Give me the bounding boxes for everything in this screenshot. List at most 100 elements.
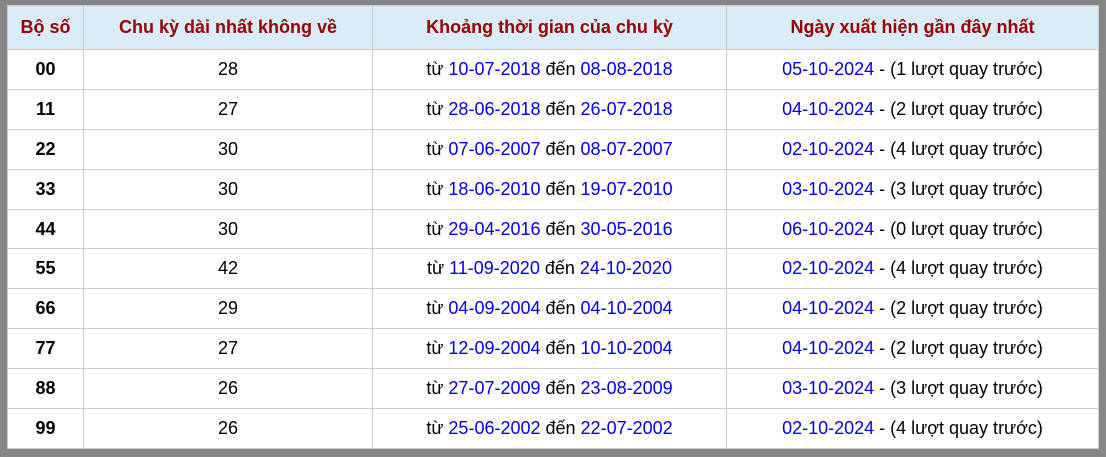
cycle-cell: 26 <box>83 368 373 410</box>
table-row: 88 26 từ 27-07-2009 đến 23-08-2009 03-10-20… <box>7 368 1099 410</box>
from-date-link[interactable]: 28-06-2018 <box>448 98 541 119</box>
to-label: đến <box>540 138 581 159</box>
cycle-cell: 26 <box>83 408 373 449</box>
to-label: đến <box>540 218 581 239</box>
last-note: - (2 lượt quay trước) <box>874 338 1043 359</box>
from-date-link[interactable]: 11-09-2020 <box>449 258 540 279</box>
from-date-link[interactable]: 25-06-2002 <box>448 418 541 438</box>
from-date-link[interactable]: 29-04-2016 <box>448 218 541 239</box>
from-label: từ <box>426 178 449 199</box>
to-date-link[interactable]: 19-07-2010 <box>580 178 673 199</box>
from-date-link[interactable]: 12-09-2004 <box>448 338 541 359</box>
lottery-cycle-stats-table: Bộ số Chu kỳ dài nhất không về Khoảng th… <box>7 5 1099 449</box>
last-seen-cell: 02-10-2024 - (4 lượt quay trước) <box>726 248 1099 290</box>
from-label: từ <box>427 258 450 279</box>
last-seen-cell: 05-10-2024 - (1 lượt quay trước) <box>726 49 1099 90</box>
to-date-link[interactable]: 08-08-2018 <box>580 58 673 79</box>
col-header-cycle: Chu kỳ dài nhất không về <box>83 5 373 50</box>
last-date-link[interactable]: 04-10-2024 <box>782 298 875 319</box>
period-cell: từ 12-09-2004 đến 10-10-2004 <box>372 328 727 370</box>
last-seen-cell: 03-10-2024 - (3 lượt quay trước) <box>726 368 1099 410</box>
table-row: 11 27 từ 28-06-2018 đến 26-07-2018 04-10-20… <box>7 88 1099 130</box>
to-date-link[interactable]: 23-08-2009 <box>580 378 673 399</box>
to-label: đến <box>540 338 581 359</box>
last-seen-cell: 04-10-2024 - (2 lượt quay trước) <box>726 328 1099 370</box>
from-label: từ <box>426 98 449 119</box>
pair-cell: 11 <box>7 88 84 130</box>
pair-cell: 99 <box>7 408 84 449</box>
last-note: - (4 lượt quay trước) <box>874 418 1043 438</box>
from-label: từ <box>426 378 449 399</box>
table-row: 55 42 từ 11-09-2020 đến 24-10-2020 02-10-20… <box>7 248 1099 290</box>
from-label: từ <box>426 298 449 319</box>
period-cell: từ 04-09-2004 đến 04-10-2004 <box>372 288 727 330</box>
period-cell: từ 07-06-2007 đến 08-07-2007 <box>372 128 727 170</box>
period-cell: từ 11-09-2020 đến 24-10-2020 <box>372 248 727 290</box>
pair-cell: 33 <box>7 168 84 210</box>
last-date-link[interactable]: 02-10-2024 <box>782 418 875 438</box>
last-note: - (3 lượt quay trước) <box>874 178 1043 199</box>
from-date-link[interactable]: 10-07-2018 <box>448 58 541 79</box>
from-label: từ <box>426 218 449 239</box>
cycle-cell: 30 <box>83 168 373 210</box>
from-date-link[interactable]: 27-07-2009 <box>448 378 541 399</box>
to-label: đến <box>540 98 581 119</box>
pair-cell: 88 <box>7 368 84 410</box>
table-row: 66 29 từ 04-09-2004 đến 04-10-2004 04-10-20… <box>7 288 1099 330</box>
last-note: - (3 lượt quay trước) <box>874 378 1043 399</box>
table-row: 22 30 từ 07-06-2007 đến 08-07-2007 02-10-20… <box>7 128 1099 170</box>
from-label: từ <box>426 418 449 438</box>
last-date-link[interactable]: 05-10-2024 <box>782 58 875 79</box>
period-cell: từ 18-06-2010 đến 19-07-2010 <box>372 168 727 210</box>
last-note: - (2 lượt quay trước) <box>874 98 1043 119</box>
last-date-link[interactable]: 04-10-2024 <box>782 338 875 359</box>
to-date-link[interactable]: 04-10-2004 <box>580 298 673 319</box>
last-seen-cell: 06-10-2024 - (0 lượt quay trước) <box>726 208 1099 250</box>
last-date-link[interactable]: 04-10-2024 <box>782 98 875 119</box>
pair-cell: 66 <box>7 288 84 330</box>
from-date-link[interactable]: 18-06-2010 <box>448 178 541 199</box>
to-label: đến <box>540 378 581 399</box>
cycle-cell: 27 <box>83 328 373 370</box>
last-note: - (4 lượt quay trước) <box>874 138 1043 159</box>
period-cell: từ 25-06-2002 đến 22-07-2002 <box>372 408 727 449</box>
pair-cell: 55 <box>7 248 84 290</box>
pair-cell: 44 <box>7 208 84 250</box>
last-seen-cell: 03-10-2024 - (3 lượt quay trước) <box>726 168 1099 210</box>
to-date-link[interactable]: 26-07-2018 <box>580 98 673 119</box>
to-date-link[interactable]: 24-10-2020 <box>579 258 672 279</box>
from-label: từ <box>426 138 449 159</box>
last-date-link[interactable]: 03-10-2024 <box>782 178 875 199</box>
pair-cell: 77 <box>7 328 84 370</box>
to-date-link[interactable]: 30-05-2016 <box>580 218 673 239</box>
to-label: đến <box>539 258 580 279</box>
col-header-period: Khoảng thời gian của chu kỳ <box>372 5 727 50</box>
table-row: 33 30 từ 18-06-2010 đến 19-07-2010 03-10-20… <box>7 168 1099 210</box>
col-header-last-seen: Ngày xuất hiện gần đây nhất <box>726 5 1099 50</box>
last-date-link[interactable]: 02-10-2024 <box>782 258 875 279</box>
to-date-link[interactable]: 08-07-2007 <box>580 138 673 159</box>
last-date-link[interactable]: 06-10-2024 <box>782 218 875 239</box>
cycle-cell: 28 <box>83 49 373 90</box>
col-header-pair: Bộ số <box>7 5 84 50</box>
period-cell: từ 27-07-2009 đến 23-08-2009 <box>372 368 727 410</box>
from-date-link[interactable]: 04-09-2004 <box>448 298 541 319</box>
period-cell: từ 29-04-2016 đến 30-05-2016 <box>372 208 727 250</box>
from-date-link[interactable]: 07-06-2007 <box>448 138 541 159</box>
last-date-link[interactable]: 02-10-2024 <box>782 138 875 159</box>
to-label: đến <box>540 418 581 438</box>
cycle-cell: 42 <box>83 248 373 290</box>
to-date-link[interactable]: 22-07-2002 <box>580 418 673 438</box>
from-label: từ <box>426 58 449 79</box>
last-note: - (2 lượt quay trước) <box>874 298 1043 319</box>
cycle-cell: 30 <box>83 128 373 170</box>
header-row: Bộ số Chu kỳ dài nhất không về Khoảng th… <box>7 5 1099 50</box>
last-date-link[interactable]: 03-10-2024 <box>782 378 875 399</box>
table-row: 44 30 từ 29-04-2016 đến 30-05-2016 06-10-20… <box>7 208 1099 250</box>
table-row: 77 27 từ 12-09-2004 đến 10-10-2004 04-10-20… <box>7 328 1099 370</box>
cycle-cell: 27 <box>83 88 373 130</box>
table-row: 99 26 từ 25-06-2002 đến 22-07-2002 02-10-20… <box>7 408 1099 449</box>
to-date-link[interactable]: 10-10-2004 <box>580 338 673 359</box>
table-row: 00 28 từ 10-07-2018 đến 08-08-2018 05-10-20… <box>7 49 1099 90</box>
